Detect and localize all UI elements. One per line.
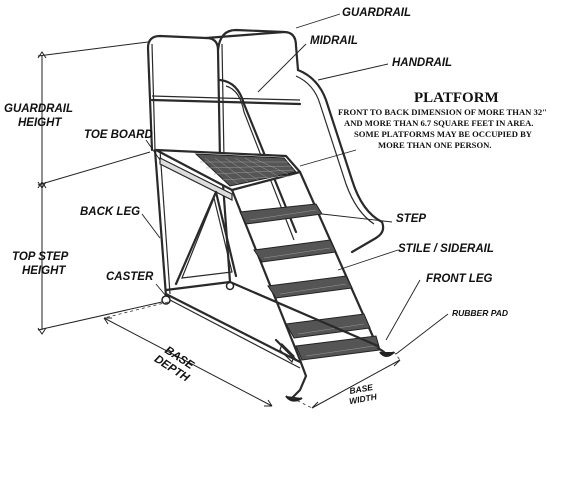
label-guardrail: GUARDRAIL — [342, 7, 411, 19]
label-back-leg: BACK LEG — [80, 206, 140, 218]
rubber-pads — [285, 351, 395, 402]
front-leg — [290, 358, 308, 400]
leader-lines — [141, 13, 449, 355]
platform-title: PLATFORM — [414, 90, 499, 106]
label-guardrail-height-2: HEIGHT — [18, 117, 62, 129]
label-step: STEP — [396, 213, 426, 225]
label-top-step-height-2: HEIGHT — [22, 265, 66, 277]
toe-board — [159, 157, 233, 201]
dimension-lines — [37, 41, 401, 409]
back-leg-right — [220, 168, 232, 284]
label-base-width-2: WIDTH — [348, 391, 378, 406]
label-midrail: MIDRAIL — [310, 35, 358, 47]
platform-line-1: FRONT TO BACK DIMENSION OF MORE THAN 32" — [338, 107, 547, 117]
midrail-bar — [150, 98, 302, 106]
back-brace — [174, 190, 218, 286]
label-rubber-pad: RUBBER PAD — [452, 308, 508, 318]
label-handrail: HANDRAIL — [392, 57, 452, 69]
base-frame — [164, 292, 302, 364]
ladder-illustration — [146, 28, 395, 402]
label-front-leg: FRONT LEG — [426, 273, 492, 285]
label-stile-siderail: STILE / SIDERAIL — [398, 243, 494, 255]
platform-note: PLATFORM FRONT TO BACK DIMENSION OF MORE… — [338, 90, 547, 150]
handrail-left — [218, 78, 298, 234]
label-top-step-height-1: TOP STEP — [12, 251, 69, 263]
platform-line-4: MORE THAN ONE PERSON. — [378, 140, 491, 150]
label-base-width-1: BASE — [349, 382, 374, 396]
caster-wheels — [161, 281, 235, 305]
guardrail-left-loop — [146, 34, 222, 162]
platform-line-3: SOME PLATFORMS MAY BE OCCUPIED BY — [354, 129, 533, 139]
platform-line-2: AND MORE THAN 6.7 SQUARE FEET IN AREA. — [344, 118, 534, 128]
handrail-right — [296, 68, 385, 254]
label-guardrail-height-1: GUARDRAIL — [4, 103, 73, 115]
label-toe-board: TOE BOARD — [84, 129, 153, 141]
label-caster: CASTER — [106, 271, 154, 283]
back-leg-left — [153, 148, 168, 298]
